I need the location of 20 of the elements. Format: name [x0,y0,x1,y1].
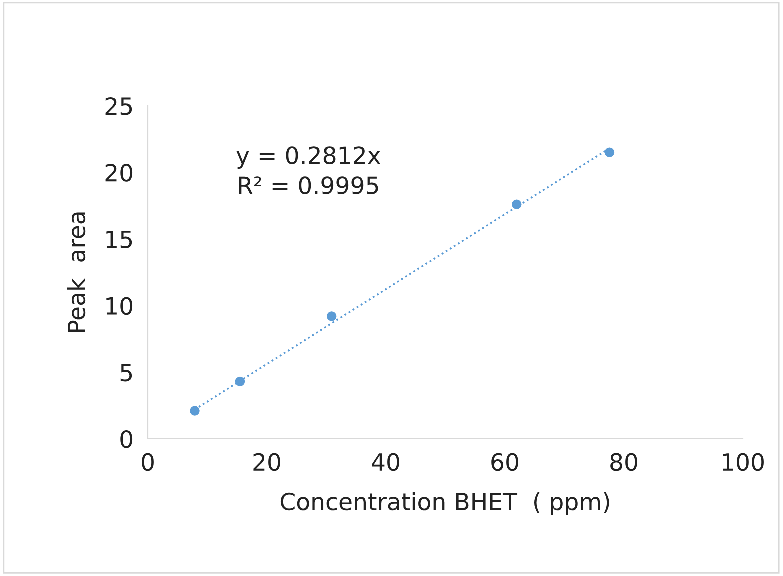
point [235,376,246,387]
x-tick-label: 20 [254,453,280,472]
point [604,148,615,158]
point [512,200,522,210]
annotation: y = 0.2812x R² = 0.9995 [236,146,381,194]
y-axis-title: Peak area [67,212,86,332]
x-tick-label: 80 [610,453,638,472]
x-tick-label: 0 [142,453,154,472]
y-tick-label: 15 [106,230,132,249]
x-tick-label: 60 [492,453,518,472]
point [190,406,200,416]
point [326,312,337,322]
y-tick-label: 25 [106,97,132,116]
y-tick-label: 10 [106,297,133,316]
y-tick-label: 20 [106,164,133,182]
y-tick-label: 5 [120,364,132,382]
x-tick-label: 40 [372,453,400,472]
x-tick-label: 100 [723,453,764,472]
x-axis-title: Concentration BHET ( ppm) [280,492,610,516]
y-tick-label: 0 [120,430,133,448]
